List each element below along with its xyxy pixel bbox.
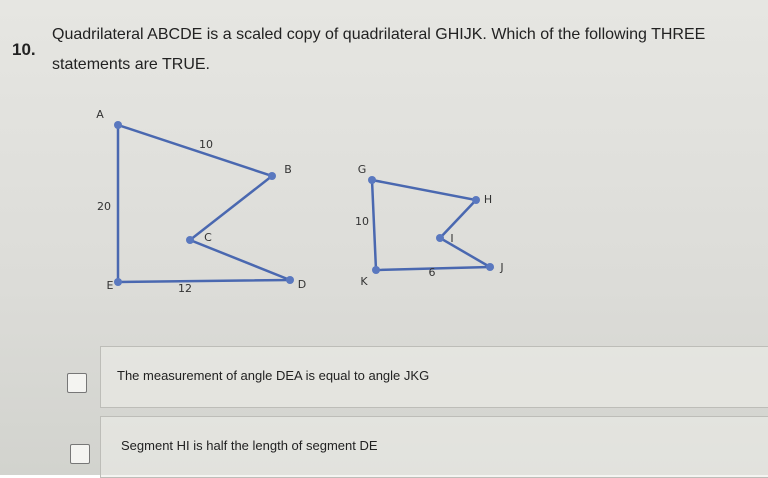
vertex-label: E	[107, 279, 114, 292]
question-text: Quadrilateral ABCDE is a scaled copy of …	[52, 26, 706, 73]
vertex-label: D	[298, 278, 306, 291]
side-label: 6	[429, 266, 436, 279]
vertex-label: B	[284, 163, 292, 176]
option-text: The measurement of angle DEA is equal to…	[117, 368, 430, 383]
option-text: Segment HI is half the length of segment…	[121, 438, 378, 453]
option[interactable]: Segment HI is half the length of segment…	[100, 416, 768, 478]
shape-abcde	[116, 123, 291, 284]
shape-ghijk	[370, 178, 495, 272]
vertex-label: J	[499, 261, 503, 274]
vertex-label: H	[484, 193, 492, 206]
vertex-label: A	[96, 108, 104, 121]
option[interactable]: The measurement of angle DEA is equal to…	[100, 346, 768, 408]
side-label: 20	[97, 200, 111, 213]
vertex-label: I	[450, 232, 453, 245]
side-label: 12	[178, 282, 192, 295]
vertex-label: C	[204, 231, 212, 244]
checkbox[interactable]	[67, 373, 87, 393]
side-label: 10	[199, 138, 213, 151]
vertex-dots	[114, 121, 494, 286]
vertex-label: G	[358, 163, 367, 176]
side-label: 10	[355, 215, 369, 228]
vertex-label: K	[360, 275, 368, 288]
question-number: 10.	[12, 40, 36, 59]
checkbox[interactable]	[70, 444, 90, 464]
